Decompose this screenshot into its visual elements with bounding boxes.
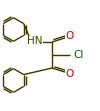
Text: Cl: Cl [73, 50, 83, 60]
Text: O: O [65, 31, 74, 41]
Text: O: O [65, 69, 74, 79]
Text: HN: HN [27, 37, 43, 47]
